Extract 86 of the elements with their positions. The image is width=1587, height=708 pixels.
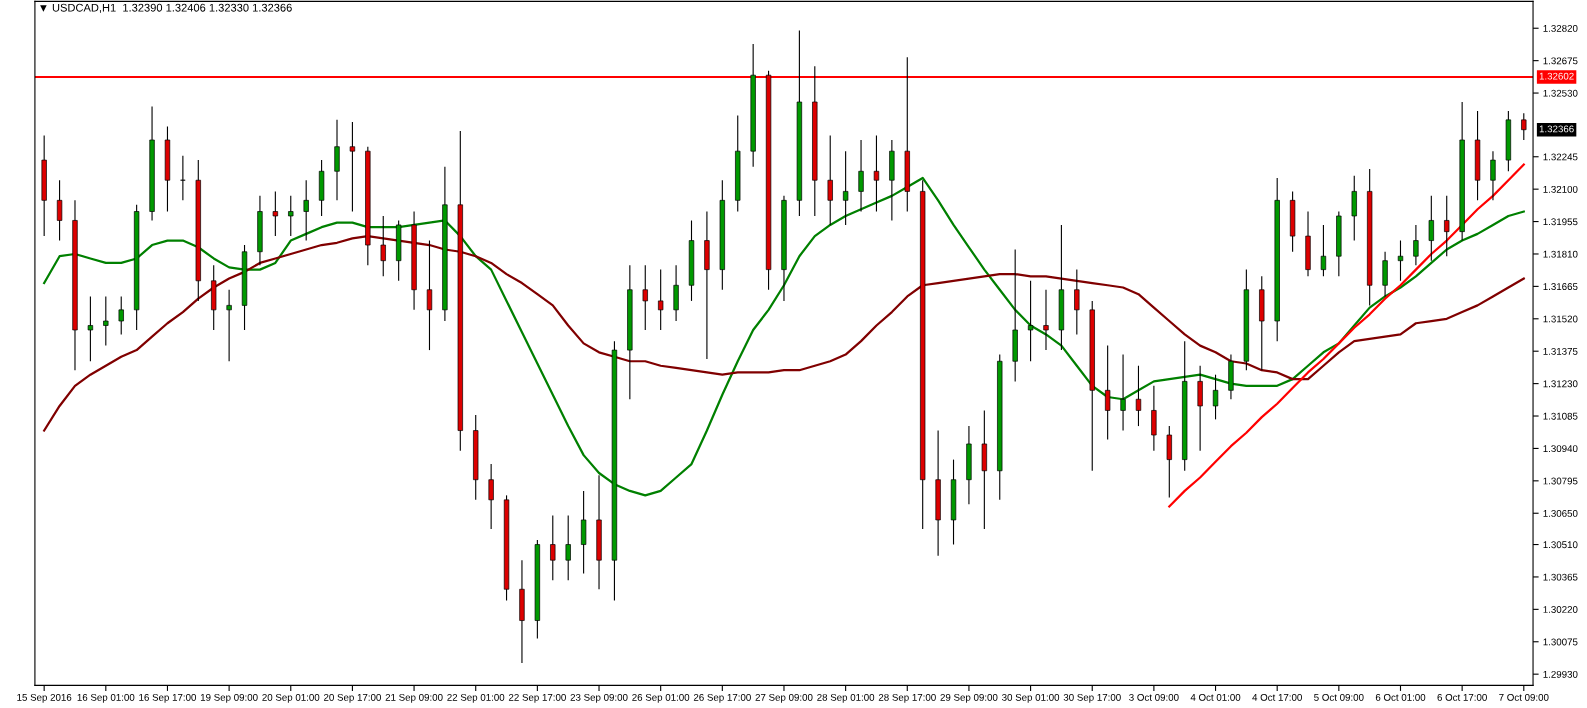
y-tick-label: 1.30940 [1543,445,1578,453]
y-tick-label: 1.31230 [1543,380,1578,388]
x-tick-label: 29 Sep 09:00 [940,693,998,703]
x-tick-label: 4 Oct 17:00 [1252,693,1302,701]
x-tick-label: 27 Sep 09:00 [755,693,813,703]
candlestick [565,514,571,581]
candlestick [1027,280,1034,362]
y-tick-label: 1.31375 [1543,347,1578,355]
y-tick-label: 1.31085 [1543,412,1578,420]
x-tick-label: 21 Sep 09:00 [385,693,443,703]
x-tick-label: 30 Sep 01:00 [1002,693,1060,703]
ref-line-label: 1.32602 [1539,72,1574,80]
y-tick-label: 1.31665 [1543,283,1578,290]
candlestick [1521,112,1527,141]
line-series [43,176,1525,497]
candlestick [1135,365,1142,427]
line-series [43,234,1525,432]
x-tick-label: 7 Oct 09:00 [1499,693,1549,701]
x-tick-label: 28 Sep 01:00 [817,693,875,703]
candlestick [550,514,556,581]
y-tick-label: 1.32530 [1543,89,1578,97]
candlestick [1212,374,1219,420]
y-tick-label: 1.30650 [1543,509,1578,517]
line-series [1168,163,1525,508]
y-tick-label: 1.30510 [1543,541,1578,549]
x-tick-label: 30 Sep 17:00 [1063,693,1121,703]
candlestick [180,155,186,201]
y-tick-label: 1.29930 [1543,670,1578,678]
candlestick [642,264,648,331]
candlestick [1320,224,1327,277]
x-tick-label: 19 Sep 09:00 [200,693,258,703]
x-tick-label: 26 Sep 01:00 [632,693,690,703]
x-tick-label: 6 Oct 17:00 [1437,693,1487,701]
x-tick-label: 16 Sep 01:00 [77,693,135,703]
candlestick [1104,345,1111,441]
y-tick-label: 1.32245 [1543,153,1578,161]
candlestick [272,190,279,237]
candlestick [303,179,309,242]
chart-title: ▼ USDCAD,H1 1.32390 1.32406 1.32330 1.32366 [40,3,292,13]
candlestick [488,463,494,530]
candlestick [1043,289,1049,351]
x-tick-label: 20 Sep 01:00 [262,693,320,703]
candlestick [827,134,833,226]
y-tick-label: 1.30220 [1543,606,1578,613]
y-tick-label: 1.31520 [1543,315,1578,323]
y-tick-label: 1.30075 [1543,638,1578,646]
candlestick [380,215,386,277]
y-tick-label: 1.32675 [1543,57,1578,65]
x-tick-label: 4 Oct 01:00 [1190,693,1241,701]
candlestick [1397,240,1404,282]
x-tick-label: 15 Sep 2016 [17,693,72,703]
x-tick-label: 23 Sep 09:00 [570,693,628,703]
candlestick [349,121,356,213]
candlestick [226,289,232,362]
x-tick-label: 28 Sep 17:00 [878,693,936,703]
candlestick [118,295,124,335]
x-tick-label: 22 Sep 01:00 [447,693,505,703]
candlestick [858,139,864,213]
x-tick-label: 22 Sep 17:00 [508,693,566,703]
candlestick [1428,195,1434,262]
y-tick-label: 1.31810 [1543,250,1578,258]
y-tick-label: 1.30365 [1543,573,1578,581]
candlestick [87,295,94,362]
x-tick-label: 3 Oct 09:00 [1129,693,1179,701]
candlestick [1120,354,1126,432]
y-tick-label: 1.32100 [1543,185,1578,193]
x-tick-label: 5 Oct 09:00 [1314,693,1364,701]
y-tick-label: 1.31955 [1543,218,1578,226]
candlestick [103,295,109,347]
x-tick-label: 26 Sep 17:00 [693,693,751,703]
x-tick-label: 6 Oct 01:00 [1375,693,1426,701]
candlestick [1444,195,1450,257]
candlestick [873,134,880,213]
x-tick-label: 16 Sep 17:00 [139,693,197,703]
text: 1.32366 [1539,125,1574,133]
y-tick-label: 1.32820 [1543,24,1578,32]
candlestick [658,269,664,331]
y-tick-label: 1.30795 [1543,477,1578,485]
candlestick [1074,269,1080,335]
candlestick [288,195,294,237]
candlestick [1490,150,1496,201]
x-tick-label: 20 Sep 17:00 [323,693,381,703]
candlestick [1413,224,1419,266]
candlestick [426,240,433,351]
candlestick [842,150,849,226]
candlestick [56,179,63,242]
